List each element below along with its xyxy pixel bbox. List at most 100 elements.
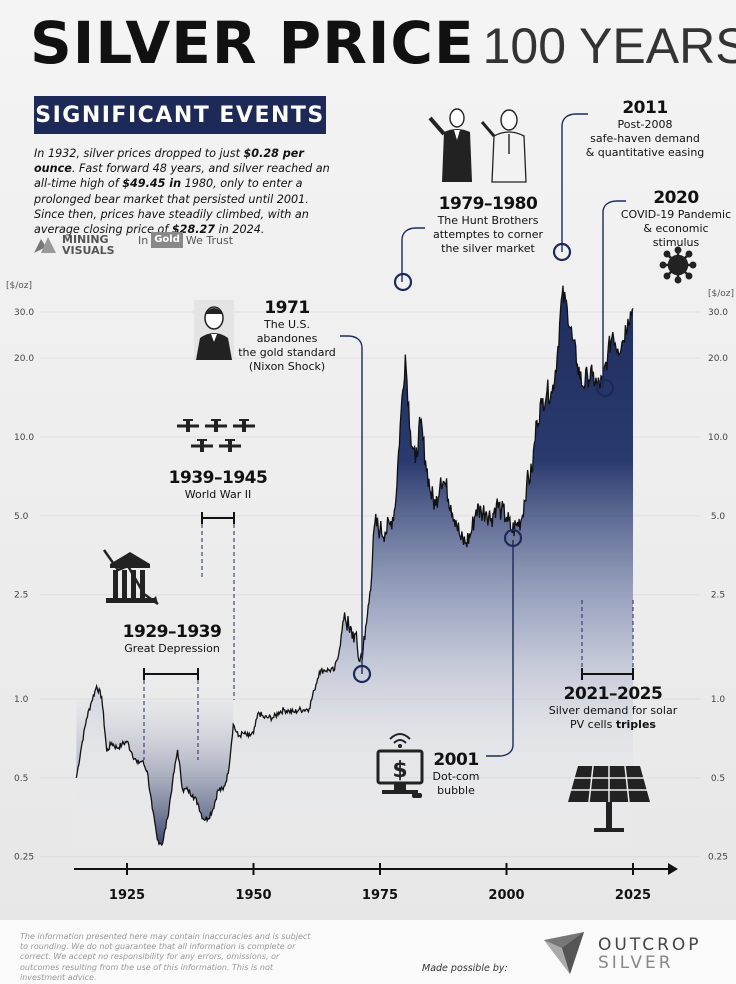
data-point-1987 (440, 476, 442, 478)
y-tick-label-right: 0.25 (708, 853, 728, 863)
event-1939-year: 1939–1945 (168, 468, 268, 488)
data-point-1978 (394, 506, 396, 508)
data-point-1941 (207, 818, 209, 820)
intro-text-3: 1980, only to enter a prolonged bear mar… (34, 177, 309, 237)
warplanes-icon (177, 419, 255, 452)
data-point-1932 (161, 843, 163, 845)
event-2011-year: 2011 (622, 98, 668, 118)
data-point-1964 (323, 669, 325, 671)
data-point-1929 (146, 770, 148, 772)
outcrop-silver-logo: OUTCROP SILVER (598, 936, 702, 972)
mining-visuals-logo: MINING VISUALS (34, 234, 115, 256)
x-tick-label: 2025 (615, 888, 651, 903)
data-point-1982 (414, 462, 416, 464)
event-2011: 2011 Post-2008 safe-haven demand & quant… (578, 98, 712, 160)
data-point-1969 (349, 632, 351, 634)
silver-price-chart: 0.25 0.25 0.5 0.5 1.0 1.0 2.5 2.5 5.0 5.0 10.0 10.0… (14, 108, 728, 903)
event-1971-desc2: the gold standard (238, 346, 336, 359)
data-point-2024 (627, 318, 629, 320)
data-point-2006 (536, 420, 538, 422)
made-possible-by: Made possible by: (422, 963, 508, 974)
price-series-line (75, 285, 634, 847)
data-point-1979 (399, 424, 401, 426)
data-point-2005 (531, 472, 533, 474)
disclaimer-text: The information presented here may conta… (20, 932, 311, 982)
data-point-1993 (470, 532, 472, 534)
data-point-1971 (359, 661, 361, 663)
data-point-1991 (460, 539, 462, 541)
event-2011-desc3: & quantitative easing (585, 146, 705, 159)
bracket-1939-1945 (201, 512, 235, 524)
data-point-2016 (587, 375, 589, 377)
y-tick-label-left: 5.0 (14, 512, 29, 522)
event-2020-desc1: COVID-19 Pandemic (620, 208, 732, 221)
igwt-gold: Gold (151, 232, 183, 248)
partner-logos: MINING VISUALS In Gold We Trust (34, 232, 334, 262)
price-area (76, 285, 633, 869)
data-point-2013 (571, 337, 573, 339)
connector-2001 (486, 540, 514, 757)
event-2021-desc1: Silver demand for solar (548, 704, 678, 717)
data-point-1915 (75, 777, 77, 779)
y-tick-label-right: 10.0 (708, 433, 728, 443)
data-point-2002 (516, 524, 518, 526)
data-point-1951 (258, 711, 260, 713)
data-point-1995 (480, 510, 482, 512)
data-point-1965 (328, 669, 330, 671)
y-tick-label-left: 20.0 (14, 354, 34, 364)
y-tick-label-right: 2.5 (711, 591, 725, 601)
price-area-low (76, 699, 234, 845)
data-point-1957 (288, 710, 290, 712)
data-point-1917 (86, 718, 88, 720)
data-point-1996 (485, 510, 487, 512)
event-2001: 2001 Dot-com bubble (426, 750, 486, 798)
data-point-1928 (141, 760, 143, 762)
hunt-brothers-portrait (428, 108, 527, 183)
data-point-1925 (126, 740, 128, 742)
data-point-2015 (581, 385, 583, 387)
event-1971-desc1: The U.S. abandones (256, 318, 318, 345)
data-point-1930 (151, 808, 153, 810)
data-point-1981 (409, 430, 411, 432)
data-point-1989 (450, 504, 452, 506)
in-gold-we-trust-logo: In Gold We Trust (138, 232, 233, 248)
event-2021-desc2: PV cells triples (538, 718, 688, 732)
data-point-1961 (308, 708, 310, 710)
event-1929: 1929–1939 Great Depression (110, 622, 234, 656)
data-point-1959 (298, 709, 300, 711)
data-point-1980 (404, 354, 406, 356)
data-point-2004 (526, 482, 528, 484)
event-2021-year: 2021–2025 (563, 684, 663, 704)
event-1939: 1939–1945 World War II (160, 468, 276, 502)
connector-2020 (602, 200, 626, 388)
event-1979-desc3: the silver market (441, 242, 535, 255)
data-point-2003 (521, 518, 523, 520)
event-1929-desc: Great Depression (124, 642, 220, 655)
y-unit-right: [$/oz] (708, 289, 735, 299)
data-point-1983 (420, 421, 422, 423)
data-point-2017 (592, 375, 594, 377)
y-tick-label-right: 1.0 (711, 695, 726, 705)
data-point-1942 (212, 808, 214, 810)
data-point-1970 (354, 633, 356, 635)
made-possible-by-text: Made possible by: (422, 963, 508, 974)
y-tick-label-left: 0.5 (14, 774, 28, 784)
event-2021: 2021–2025 Silver demand for solar PV cel… (538, 684, 688, 732)
y-tick-label-left: 10.0 (14, 433, 34, 443)
data-point-1953 (268, 717, 270, 719)
data-point-2020 (607, 354, 609, 356)
x-tick-label: 1925 (109, 888, 145, 903)
page-title: SILVER PRICE 100 YEARS (30, 14, 736, 72)
y-tick-label-left: 0.25 (14, 853, 34, 863)
y-tick-label-left: 1.0 (14, 695, 29, 705)
mining-visuals-icon (34, 237, 56, 253)
data-point-1943 (217, 789, 219, 791)
data-point-1974 (374, 522, 376, 524)
marker-2020 (595, 378, 615, 398)
data-point-1920 (101, 696, 103, 698)
igwt-we-trust: We Trust (185, 233, 234, 247)
bracket-2021-2025 (581, 668, 634, 680)
data-point-1956 (283, 709, 285, 711)
data-point-1973 (369, 591, 371, 593)
data-point-1944 (222, 789, 224, 791)
